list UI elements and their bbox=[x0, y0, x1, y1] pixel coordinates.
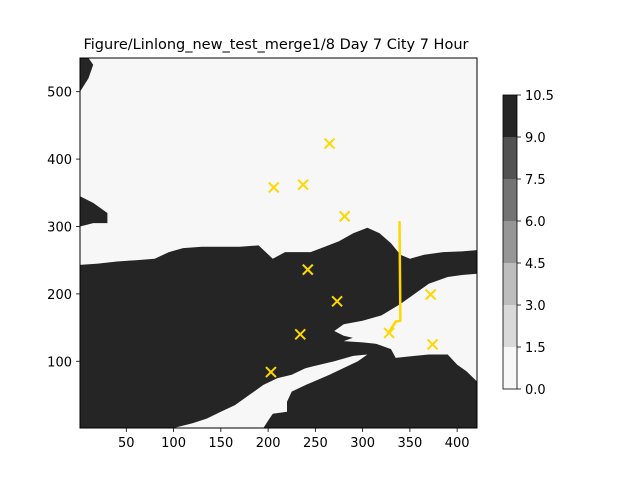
colorbar-tick-label: 3.0 bbox=[525, 299, 546, 314]
colorbar-band bbox=[503, 263, 517, 305]
chart-title: Figure/Linlong_new_test_merge1/8 Day 7 C… bbox=[83, 37, 468, 53]
map-light-region-south bbox=[334, 273, 477, 428]
x-tick-label: 350 bbox=[397, 436, 422, 451]
city-marker bbox=[424, 288, 437, 301]
colorbar-band bbox=[503, 305, 517, 347]
city-marker bbox=[338, 210, 351, 223]
x-tick-label: 400 bbox=[445, 436, 470, 451]
y-tick-label: 100 bbox=[47, 355, 72, 370]
colorbar-band bbox=[503, 221, 517, 263]
plot-frame bbox=[79, 57, 478, 429]
city-marker bbox=[297, 178, 309, 191]
city-marker bbox=[265, 366, 277, 378]
colorbar-tick-label: 6.0 bbox=[525, 215, 546, 230]
colorbar-tick-label: 7.5 bbox=[525, 173, 546, 188]
colorbar-tick-label: 9.0 bbox=[525, 131, 546, 146]
map-light-bay bbox=[173, 354, 368, 428]
city-marker bbox=[302, 263, 314, 276]
colorbar-tick-label: 0.0 bbox=[525, 383, 546, 398]
y-tick-label: 300 bbox=[47, 220, 72, 235]
city-marker bbox=[331, 295, 343, 308]
x-tick-label: 250 bbox=[303, 436, 328, 451]
colorbar-band bbox=[503, 137, 517, 179]
colorbar-tick-label: 1.5 bbox=[525, 341, 546, 356]
x-tick-label: 100 bbox=[161, 436, 186, 451]
route-line bbox=[388, 221, 402, 333]
map-light-region bbox=[80, 58, 477, 265]
x-tick-label: 200 bbox=[256, 436, 281, 451]
colorbar-tick-label: 4.5 bbox=[525, 257, 546, 272]
city-marker bbox=[268, 181, 280, 194]
city-marker bbox=[426, 338, 439, 351]
city-markers bbox=[265, 137, 439, 378]
colorbar-band bbox=[503, 347, 517, 389]
colorbar-tick-label: 10.5 bbox=[525, 89, 554, 104]
city-marker bbox=[294, 328, 306, 341]
colorbar: 0.0 1.5 3.0 4.5 6.0 7.5 9.0 10.5 bbox=[502, 89, 554, 398]
y-axis: 100 200 300 400 500 bbox=[47, 86, 80, 370]
colorbar-band bbox=[503, 179, 517, 221]
map-light-strip bbox=[237, 354, 339, 383]
x-tick-label: 50 bbox=[118, 436, 135, 451]
colorbar-band bbox=[503, 95, 517, 137]
city-marker bbox=[383, 327, 395, 339]
x-tick-label: 300 bbox=[350, 436, 375, 451]
map-light-island bbox=[343, 326, 425, 352]
map-plot bbox=[80, 58, 477, 428]
colorbar-frame bbox=[502, 94, 518, 390]
y-tick-label: 200 bbox=[47, 288, 72, 303]
y-tick-label: 400 bbox=[47, 153, 72, 168]
x-tick-label: 150 bbox=[208, 436, 233, 451]
x-axis: 50 100 150 200 250 300 350 400 bbox=[118, 428, 470, 451]
y-tick-label: 500 bbox=[47, 86, 72, 101]
city-marker bbox=[323, 137, 336, 150]
